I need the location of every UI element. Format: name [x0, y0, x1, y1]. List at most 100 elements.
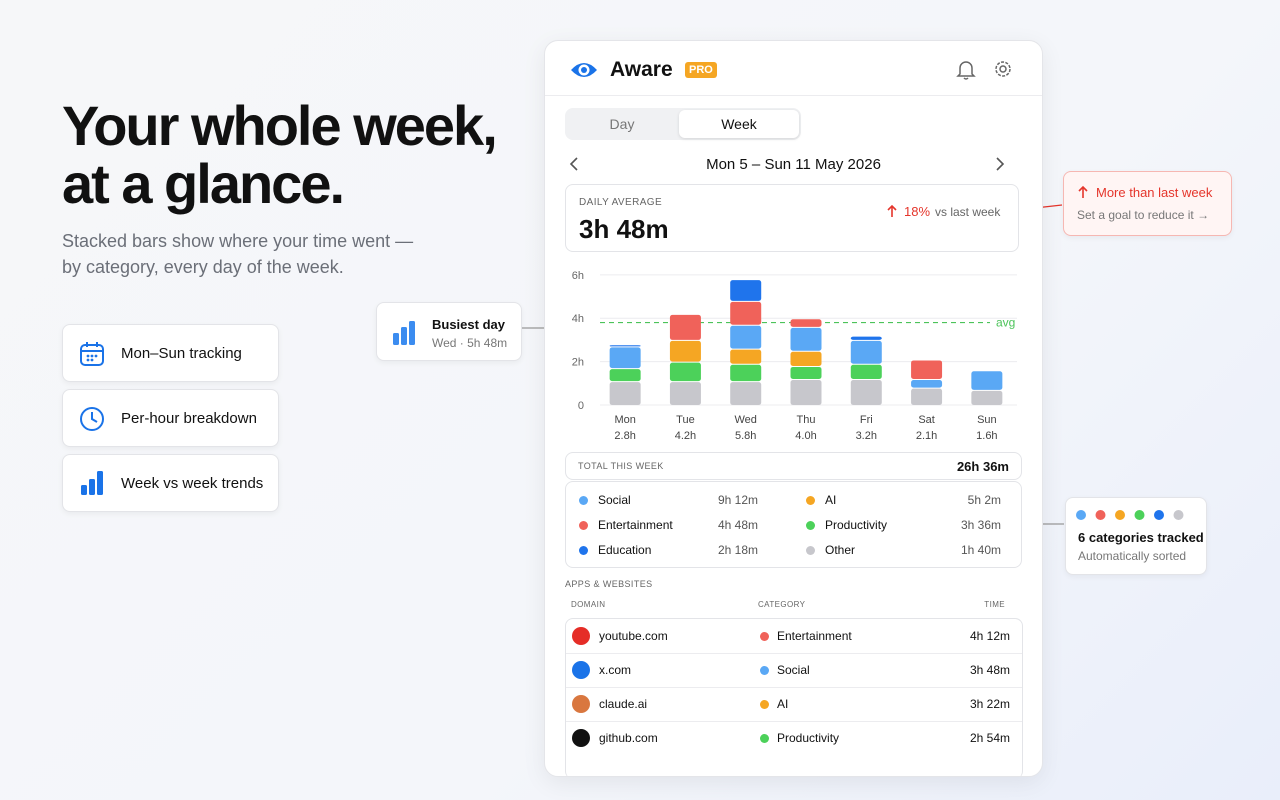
domain: youtube.com: [599, 629, 668, 643]
pro-badge: PRO: [685, 62, 717, 78]
bar-segment: [609, 369, 641, 382]
day-total: 4.0h: [795, 430, 816, 442]
bar-segment: [669, 340, 701, 362]
bar-segment: [730, 301, 762, 325]
legend-label: AI: [825, 493, 837, 507]
category-dot: [760, 632, 769, 641]
tab[interactable]: Day: [609, 116, 635, 132]
time: 3h 22m: [969, 697, 1010, 711]
y-tick-label: 2h: [572, 357, 584, 369]
category: Social: [777, 663, 810, 677]
tab-active[interactable]: Week: [679, 110, 799, 138]
avg-label: DAILY AVERAGE: [579, 197, 663, 208]
calendar-icon: [80, 342, 104, 366]
x-tick-label: Tue: [676, 414, 695, 426]
category-dot: [1076, 510, 1086, 520]
row-divider: [566, 653, 1022, 654]
category-dot: [760, 700, 769, 709]
category-dot: [1134, 510, 1145, 520]
domain: claude.ai: [599, 697, 648, 711]
app-icon: [572, 695, 590, 713]
callout-detail: Automatically sorted: [1078, 549, 1187, 563]
app-name: Aware: [610, 58, 673, 81]
bar-segment: [850, 336, 882, 340]
day-total: 3.2h: [856, 430, 877, 442]
category: AI: [777, 697, 789, 711]
settings-button[interactable]: [992, 58, 1014, 80]
total-week: TOTAL THIS WEEK 26h 36m: [565, 452, 1022, 480]
clock-icon: [80, 407, 104, 431]
bar-segment: [790, 366, 822, 379]
legend-total: 2h 18m: [717, 543, 758, 557]
avg-change: 18%: [904, 204, 931, 219]
callout-title: Busiest day: [432, 317, 505, 332]
avg-value: 3h 48m: [579, 214, 669, 244]
day-total: 1.6h: [976, 430, 997, 442]
categories-callout: 6 categories tracked Automatically sorte…: [1065, 497, 1207, 575]
x-tick-label: Sun: [977, 414, 997, 426]
apps-title: APPS & WEBSITES: [565, 579, 653, 589]
next-button[interactable]: [993, 155, 1007, 173]
hero-title-1: Your whole week,: [62, 94, 498, 157]
legend-dot: [806, 496, 815, 505]
bell-button[interactable]: [955, 58, 977, 80]
prev-button[interactable]: [567, 155, 581, 173]
divider: [545, 95, 1042, 96]
apps-header: DOMAIN: [571, 600, 606, 609]
bar-segment: [971, 390, 1003, 405]
legend-label: Social: [598, 493, 631, 507]
app-window: Aware PRO Day Week Mon 5 – Sun 11 May 20…: [544, 40, 1043, 777]
legend-total: 1h 40m: [960, 543, 1001, 557]
x-tick-label: Thu: [797, 414, 816, 426]
stacked-bar-chart: 0 2h 4h 6h avg Mon 2.8h Tue 4.2h Wed 5.8h Thu 4.0h Fr…: [572, 270, 1017, 442]
feature-label: Mon–Sun tracking: [121, 345, 242, 362]
category-dot: [1154, 510, 1164, 520]
time: 4h 12m: [969, 629, 1010, 643]
domain: github.com: [599, 731, 658, 745]
legend-label: Education: [598, 543, 652, 557]
up-arrow-icon: [1078, 185, 1088, 198]
x-tick-label: Mon: [614, 414, 635, 426]
hero-subtitle-2: by category, every day of the week.: [62, 257, 344, 277]
row-divider: [566, 721, 1022, 722]
domain: x.com: [599, 663, 632, 677]
legend-dot: [806, 521, 815, 530]
legend-label: Other: [825, 543, 856, 557]
bar-segment: [850, 364, 882, 379]
y-tick-label: 4h: [572, 313, 584, 325]
legend-total: 5h 2m: [967, 493, 1001, 507]
feature-card: Per-hour breakdown: [62, 389, 279, 447]
bar-segment: [669, 314, 701, 340]
category-dots: [1076, 510, 1184, 520]
daily-average-card: DAILY AVERAGE 3h 48m 18% vs last week: [565, 184, 1019, 252]
bar-segment: [790, 351, 822, 366]
legend-dot: [579, 521, 588, 530]
apps-table: youtube.com Entertainment 4h 12m x.com Socia…: [565, 618, 1023, 776]
tab-bar: Day Week: [565, 108, 801, 140]
legend-dot: [579, 546, 588, 555]
trend-callout: More than last week Set a goal to reduce…: [1063, 171, 1232, 236]
bar-segment: [609, 347, 641, 369]
legend-label: Productivity: [825, 518, 888, 532]
time: 3h 48m: [969, 663, 1010, 677]
legend-total: 4h 48m: [717, 518, 758, 532]
bar-segment: [790, 379, 822, 405]
bar-segment: [609, 345, 641, 347]
bar-segment: [790, 327, 822, 351]
bars-icon: [81, 471, 103, 495]
legend-dot: [806, 546, 815, 555]
date-range: Mon 5 – Sun 11 May 2026: [706, 156, 881, 173]
up-arrow-icon: [887, 204, 897, 217]
callout-detail: Wed · 5h 48m: [432, 336, 508, 350]
bar-segment: [971, 371, 1003, 390]
bar-segment: [911, 388, 943, 405]
feature-label: Week vs week trends: [121, 475, 264, 492]
bars-icon: [393, 321, 415, 345]
day-total: 2.8h: [614, 430, 635, 442]
bar-segment: [850, 340, 882, 364]
x-tick-label: Sat: [918, 414, 935, 426]
hero-title-2: at a glance.: [62, 152, 345, 215]
bar-segment: [669, 382, 701, 405]
